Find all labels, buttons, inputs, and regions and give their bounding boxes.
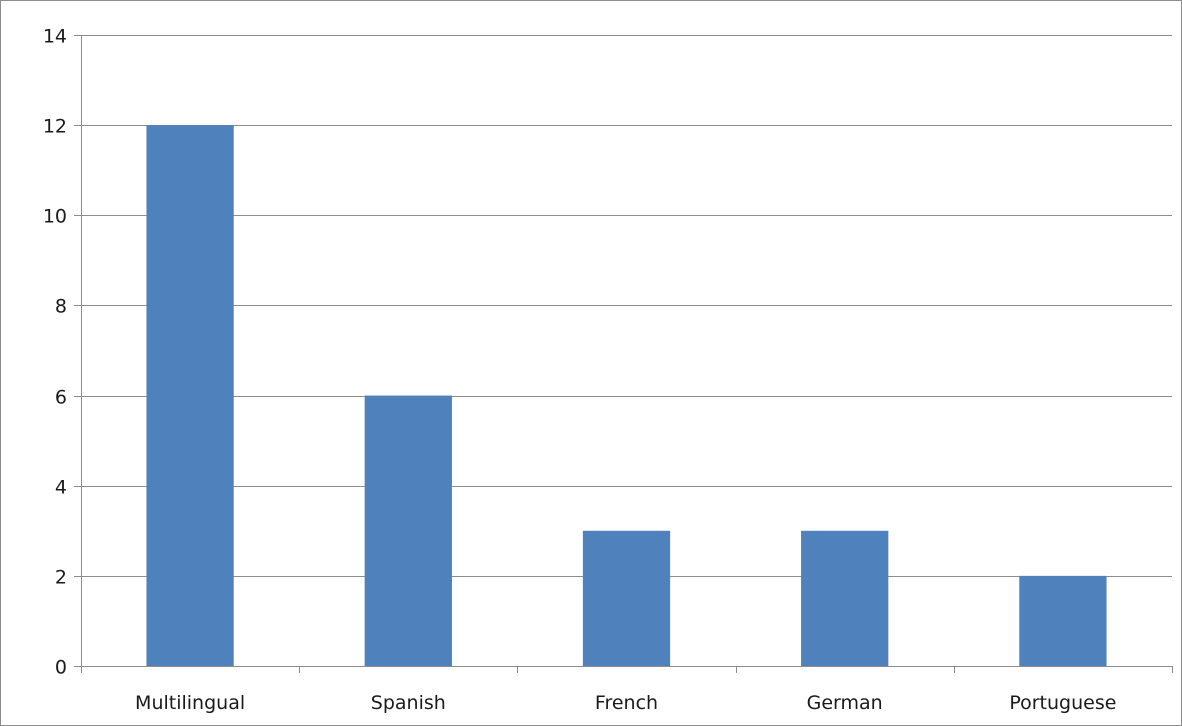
bar-french xyxy=(582,530,671,666)
y-tick-label: 10 xyxy=(43,206,67,228)
x-tick-label: Spanish xyxy=(371,692,446,714)
y-tick-label: 2 xyxy=(55,567,67,589)
y-tick-label: 6 xyxy=(55,387,67,409)
y-tick-label: 0 xyxy=(55,657,67,679)
axes xyxy=(81,35,1172,667)
y-tick-label: 4 xyxy=(55,477,67,499)
gridlines xyxy=(81,35,1172,577)
bars xyxy=(146,125,1107,666)
bar-german xyxy=(801,530,889,666)
x-tick-label: German xyxy=(807,692,883,714)
y-tick-label: 8 xyxy=(55,296,67,318)
y-tick-label: 12 xyxy=(43,116,67,138)
y-tick-label: 14 xyxy=(43,26,67,48)
x-tick-label: Portuguese xyxy=(1009,692,1116,714)
x-tick-label: Multilingual xyxy=(135,692,245,714)
bar-multilingual xyxy=(146,125,234,666)
x-axis-ticks: Multilingual Spanish French German Portugues… xyxy=(81,666,1173,714)
x-tick-label: French xyxy=(595,692,658,714)
bar-portuguese xyxy=(1019,575,1107,666)
bar-spanish xyxy=(364,395,452,666)
y-axis-ticks: 0 2 4 6 8 10 12 14 xyxy=(43,26,81,679)
